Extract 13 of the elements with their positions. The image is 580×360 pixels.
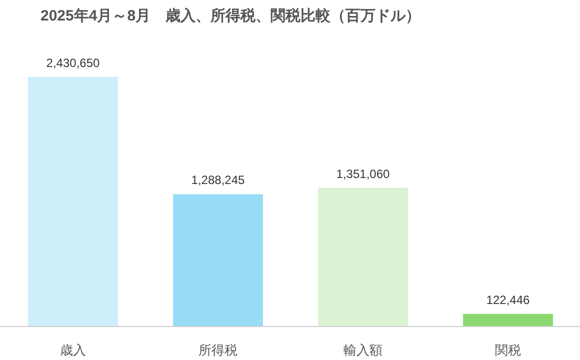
bar (173, 194, 263, 326)
chart-title: 2025年4月～8月 歳入、所得税、関税比較（百万ドル） (40, 8, 421, 24)
x-tick-label: 関税 (495, 342, 521, 358)
bar (318, 188, 408, 326)
data-label: 2,430,650 (46, 56, 100, 70)
bar (463, 314, 553, 326)
x-tick-label: 輸入額 (344, 342, 382, 358)
data-label: 1,288,245 (191, 173, 246, 188)
x-tick-label: 歳入 (60, 342, 86, 358)
x-tick-label: 所得税 (198, 342, 238, 358)
data-label: 1,351,060 (336, 166, 390, 181)
data-label: 122,446 (486, 292, 530, 307)
bar (28, 76, 118, 326)
